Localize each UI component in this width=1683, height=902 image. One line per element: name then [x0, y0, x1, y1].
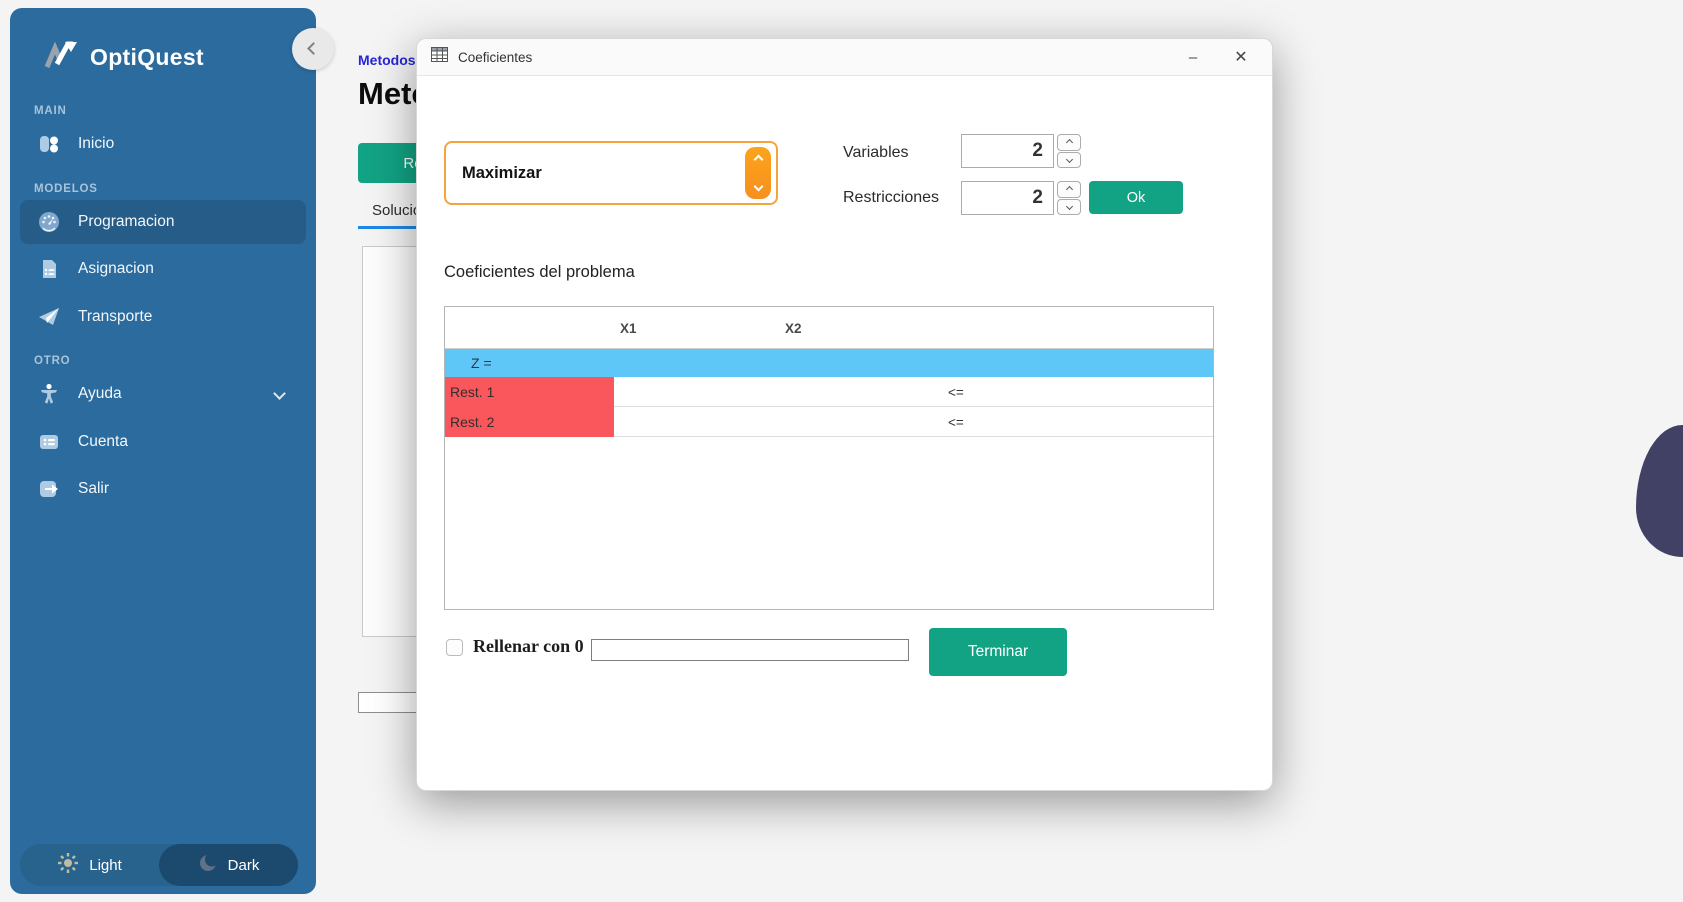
accessibility-icon — [36, 381, 62, 407]
dialog-title: Coeficientes — [458, 49, 533, 65]
dialog-titlebar[interactable]: Coeficientes — [417, 39, 1272, 76]
coefficients-grid[interactable]: X1 X2 Z = Rest. 1 <= Rest. 2 <= — [444, 306, 1214, 610]
chevron-left-icon — [306, 40, 320, 58]
sidebar-item-ayuda[interactable]: Ayuda — [20, 372, 306, 416]
theme-dark-label: Dark — [227, 856, 260, 874]
sidebar-item-label: Programacion — [78, 213, 175, 230]
column-header-x1: X1 — [620, 320, 637, 336]
theme-toggle: Light Dark — [20, 844, 298, 886]
document-list-icon — [36, 256, 62, 282]
tab-solucion[interactable]: Solucion — [372, 202, 430, 219]
restriction-operator-cell[interactable]: <= — [948, 384, 964, 400]
optiquest-logo-icon — [44, 40, 78, 75]
fill-value-input[interactable] — [591, 639, 909, 661]
exit-arrow-icon — [36, 476, 62, 502]
restricciones-step-down[interactable] — [1057, 198, 1081, 215]
chevron-down-icon — [273, 385, 286, 403]
variables-input[interactable] — [961, 134, 1054, 168]
sidebar-item-label: Cuenta — [78, 433, 128, 450]
theme-dark-option[interactable]: Dark — [159, 844, 298, 886]
grid-table-icon — [431, 47, 448, 67]
sidebar: OptiQuest MAIN Inicio MODELOS Programaci… — [10, 8, 316, 894]
restricciones-stepper — [1057, 181, 1081, 215]
close-button[interactable]: ✕ — [1234, 49, 1248, 66]
chevron-down-icon — [753, 181, 763, 192]
restriction-row-header: Rest. 2 — [445, 407, 614, 437]
variables-step-up[interactable] — [1057, 134, 1081, 151]
column-header-x2: X2 — [785, 320, 802, 336]
moon-icon — [198, 852, 219, 877]
objective-row[interactable]: Z = — [445, 349, 1213, 377]
breadcrumb[interactable]: Metodos — [358, 52, 416, 68]
objective-row-label: Z = — [471, 355, 492, 371]
sidebar-item-label: Asignacion — [78, 260, 154, 277]
fill-with-zero-checkbox[interactable] — [446, 639, 463, 656]
restricciones-label: Restricciones — [843, 189, 940, 206]
chevron-up-icon — [753, 154, 763, 165]
variables-stepper — [1057, 134, 1081, 168]
sidebar-item-label: Transporte — [78, 308, 153, 325]
section-label-main: MAIN — [34, 105, 67, 117]
coefficients-section-label: Coeficientes del problema — [444, 263, 635, 281]
finish-button[interactable]: Terminar — [929, 628, 1067, 676]
sidebar-item-label: Ayuda — [78, 385, 122, 402]
home-grid-icon — [36, 131, 62, 157]
decorative-corner-blob — [1636, 425, 1683, 557]
theme-light-option[interactable]: Light — [20, 844, 159, 886]
restricciones-step-up[interactable] — [1057, 181, 1081, 198]
sidebar-item-transporte[interactable]: Transporte — [20, 295, 306, 339]
speedometer-icon — [36, 209, 62, 235]
paper-plane-icon — [36, 304, 62, 330]
minimize-button[interactable]: – — [1188, 48, 1198, 66]
app-title: OptiQuest — [90, 43, 204, 70]
restriction-row-header: Rest. 1 — [445, 377, 614, 407]
app-logo: OptiQuest — [44, 34, 204, 80]
coeficientes-dialog: Coeficientes – ✕ Maximizar Variables Res… — [416, 38, 1273, 791]
sidebar-item-asignacion[interactable]: Asignacion — [20, 247, 306, 291]
variables-label: Variables — [843, 144, 909, 161]
objective-select-arrows[interactable] — [745, 147, 771, 199]
sidebar-collapse-button[interactable] — [292, 28, 334, 70]
sun-icon — [57, 852, 79, 878]
variables-step-down[interactable] — [1057, 151, 1081, 168]
objective-selected-value: Maximizar — [462, 163, 542, 182]
theme-light-label: Light — [89, 856, 122, 874]
ok-button[interactable]: Ok — [1089, 181, 1183, 214]
sidebar-item-programacion[interactable]: Programacion — [20, 200, 306, 244]
sidebar-item-label: Inicio — [78, 135, 115, 152]
restricciones-input[interactable] — [961, 181, 1054, 215]
grid-header-row: X1 X2 — [445, 307, 1213, 349]
sidebar-item-inicio[interactable]: Inicio — [20, 122, 306, 166]
restriction-operator-cell[interactable]: <= — [948, 414, 964, 430]
sidebar-item-label: Salir — [78, 480, 110, 497]
fill-with-zero-label: Rellenar con 0 — [473, 636, 584, 656]
objective-select[interactable]: Maximizar — [444, 141, 778, 205]
account-list-icon — [36, 429, 62, 455]
restriction-row-1[interactable]: Rest. 1 <= — [445, 377, 1213, 407]
tab-underline — [358, 226, 454, 229]
sidebar-item-cuenta[interactable]: Cuenta — [20, 420, 306, 464]
sidebar-item-salir[interactable]: Salir — [20, 467, 306, 511]
restriction-row-2[interactable]: Rest. 2 <= — [445, 407, 1213, 437]
section-label-modelos: MODELOS — [34, 183, 98, 195]
section-label-otro: OTRO — [34, 355, 71, 367]
